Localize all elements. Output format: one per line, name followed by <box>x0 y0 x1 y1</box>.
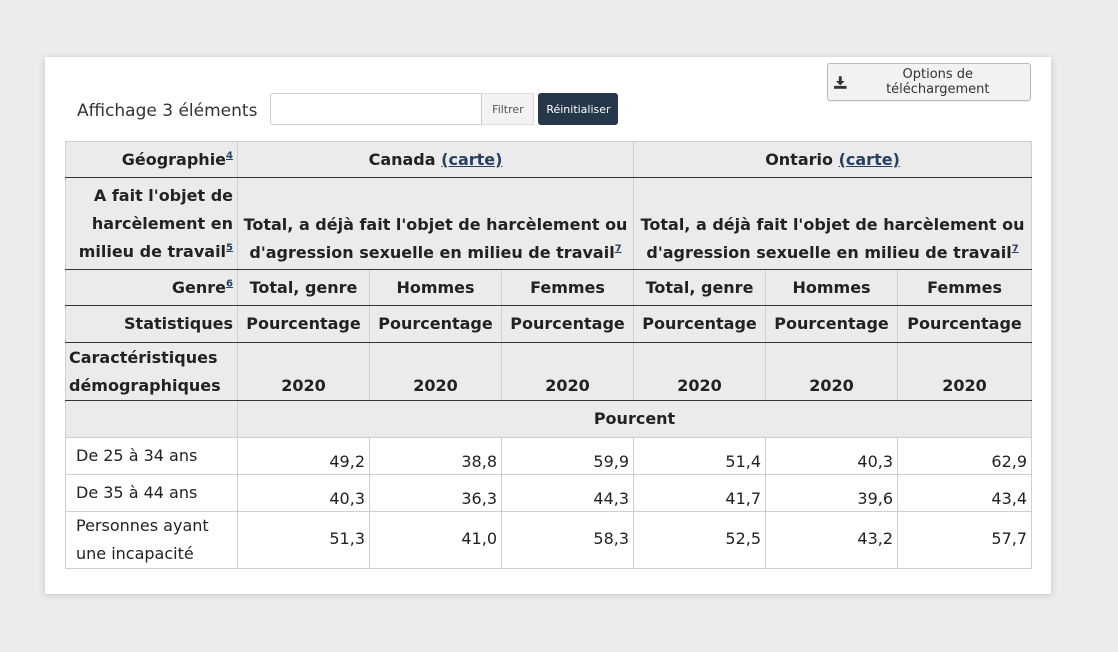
data-cell: 40,3 <box>237 474 370 512</box>
genre-col-header: Femmes <box>897 269 1033 306</box>
data-cell: 57,7 <box>897 511 1033 569</box>
canada-map-link[interactable]: (carte) <box>441 149 503 169</box>
statistic-col-header: Pourcentage <box>237 305 370 343</box>
footnote-7-link-ontario[interactable]: 7 <box>1011 243 1019 255</box>
download-icon <box>834 75 847 89</box>
table-row: De 35 à 44 ans 40,3 36,3 44,3 41,7 39,6 … <box>65 474 1033 512</box>
data-cell: 40,3 <box>765 437 899 475</box>
year-col-header: 2020 <box>369 342 502 401</box>
filter-input[interactable] <box>270 93 483 125</box>
row-label: De 25 à 34 ans <box>65 437 238 475</box>
footnote-5-link[interactable]: 5 <box>226 242 233 254</box>
genre-col-header: Hommes <box>765 269 898 306</box>
ontario-map-link[interactable]: (carte) <box>838 149 900 169</box>
data-cell: 44,3 <box>500 474 635 512</box>
region-name-ontario: Ontario <box>765 149 833 169</box>
unit-header: Pourcent <box>236 400 1033 438</box>
data-cell: 52,5 <box>633 511 767 569</box>
filter-button[interactable]: Filtrer <box>482 93 535 125</box>
genre-col-header: Total, genre <box>633 269 766 306</box>
data-cell: 38,8 <box>369 437 502 475</box>
genre-col-header: Total, genre <box>237 269 370 306</box>
statistics-header: Statistiques <box>65 305 238 343</box>
year-col-header: 2020 <box>897 342 1033 401</box>
reset-button[interactable]: Réinitialiser <box>538 93 619 125</box>
footnote-6-link[interactable]: 6 <box>226 278 233 290</box>
genre-col-header: Hommes <box>369 269 502 306</box>
harassment-value-label-ontario: Total, a déjà fait l'objet de harcèlemen… <box>640 214 1025 262</box>
region-name-canada: Canada <box>368 149 436 169</box>
geography-header: Géographie4 <box>65 141 238 178</box>
genre-header: Genre6 <box>65 269 238 306</box>
statistic-col-header: Pourcentage <box>500 305 634 343</box>
genre-label: Genre <box>171 277 227 297</box>
data-cell: 39,6 <box>765 474 899 512</box>
filter-toolbar: Affichage 3 éléments Filtrer Réinitialis… <box>77 93 619 125</box>
table-row: De 25 à 34 ans 49,2 38,8 59,9 51,4 40,3 … <box>65 437 1033 475</box>
statistic-col-header: Pourcentage <box>765 305 898 343</box>
table-card: Options de téléchargement Affichage 3 él… <box>45 57 1051 594</box>
year-col-header: 2020 <box>633 342 766 401</box>
download-options-button[interactable]: Options de téléchargement <box>827 63 1031 101</box>
genre-col-header: Femmes <box>500 269 634 306</box>
harassment-label: A fait l'objet de harcèlement en milieu … <box>78 185 233 261</box>
harassment-value-ontario: Total, a déjà fait l'objet de harcèlemen… <box>633 177 1033 270</box>
unit-stub-cell <box>65 400 238 438</box>
data-table: Géographie4 Canada (carte) Ontario (cart… <box>65 141 1033 569</box>
data-cell: 43,2 <box>765 511 899 569</box>
row-label: Personnes ayant une incapacité <box>65 511 238 569</box>
year-col-header: 2020 <box>765 342 898 401</box>
year-col-header: 2020 <box>237 342 370 401</box>
data-cell: 51,4 <box>633 437 767 475</box>
download-options-label: Options de téléchargement <box>886 67 990 97</box>
harassment-header: A fait l'objet de harcèlement en milieu … <box>65 177 238 270</box>
demographics-header: Caractéristiques démographiques <box>65 342 238 401</box>
footnote-7-link-canada[interactable]: 7 <box>614 243 622 255</box>
footnote-4-link[interactable]: 4 <box>226 150 233 162</box>
row-label: De 35 à 44 ans <box>65 474 238 512</box>
geography-label: Géographie <box>121 149 227 169</box>
data-cell: 58,3 <box>500 511 635 569</box>
region-header-canada: Canada (carte) <box>236 141 634 178</box>
harassment-value-canada: Total, a déjà fait l'objet de harcèlemen… <box>236 177 634 270</box>
harassment-value-label-canada: Total, a déjà fait l'objet de harcèlemen… <box>243 214 628 262</box>
data-cell: 41,0 <box>369 511 502 569</box>
statistic-col-header: Pourcentage <box>633 305 766 343</box>
region-header-ontario: Ontario (carte) <box>633 141 1033 178</box>
statistic-col-header: Pourcentage <box>369 305 502 343</box>
table-row: Personnes ayant une incapacité 51,3 41,0… <box>65 511 1033 569</box>
item-count-label: Affichage 3 éléments <box>77 101 258 121</box>
data-cell: 41,7 <box>633 474 767 512</box>
year-col-header: 2020 <box>500 342 634 401</box>
data-cell: 51,3 <box>237 511 370 569</box>
statistic-col-header: Pourcentage <box>897 305 1033 343</box>
data-cell: 36,3 <box>369 474 502 512</box>
data-cell: 59,9 <box>500 437 635 475</box>
data-cell: 43,4 <box>897 474 1033 512</box>
data-cell: 62,9 <box>897 437 1033 475</box>
data-cell: 49,2 <box>237 437 370 475</box>
